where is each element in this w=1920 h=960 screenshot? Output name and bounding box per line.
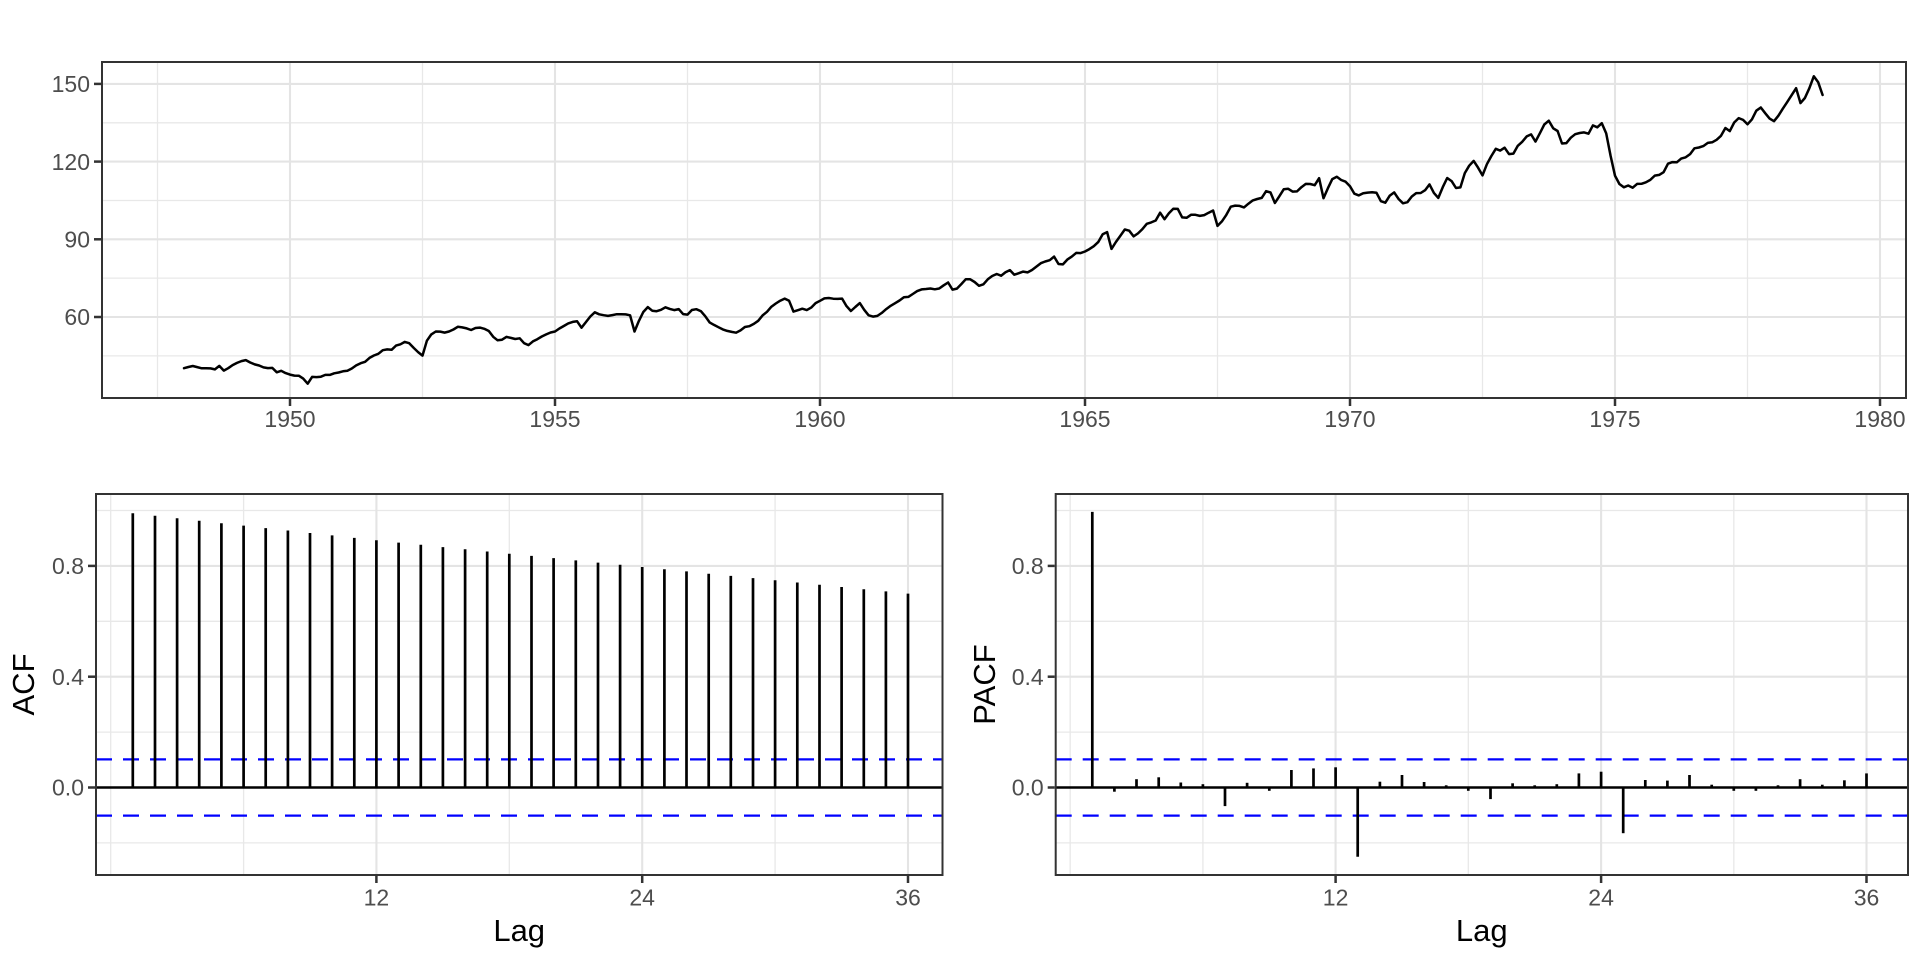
svg-text:24: 24: [629, 885, 655, 911]
svg-text:60: 60: [64, 304, 90, 330]
svg-text:90: 90: [64, 227, 90, 253]
svg-text:0.4: 0.4: [1012, 664, 1044, 690]
svg-text:1960: 1960: [794, 406, 845, 432]
svg-text:0.4: 0.4: [52, 664, 84, 690]
svg-text:36: 36: [895, 885, 921, 911]
svg-text:24: 24: [1588, 885, 1614, 911]
svg-text:120: 120: [52, 149, 90, 175]
svg-text:1975: 1975: [1589, 406, 1640, 432]
svg-text:12: 12: [364, 885, 390, 911]
svg-text:1980: 1980: [1854, 406, 1905, 432]
svg-text:0.8: 0.8: [52, 553, 84, 579]
svg-text:0.0: 0.0: [52, 775, 84, 801]
svg-text:1950: 1950: [264, 406, 315, 432]
svg-text:1965: 1965: [1059, 406, 1110, 432]
svg-text:150: 150: [52, 71, 90, 97]
svg-text:ACF: ACF: [6, 654, 41, 716]
svg-text:0.8: 0.8: [1012, 553, 1044, 579]
svg-text:1955: 1955: [529, 406, 580, 432]
svg-text:PACF: PACF: [967, 644, 1002, 724]
svg-text:36: 36: [1854, 885, 1880, 911]
svg-text:12: 12: [1323, 885, 1349, 911]
svg-text:1970: 1970: [1324, 406, 1375, 432]
svg-text:Lag: Lag: [493, 913, 545, 948]
svg-text:Lag: Lag: [1456, 913, 1508, 948]
svg-text:0.0: 0.0: [1012, 775, 1044, 801]
